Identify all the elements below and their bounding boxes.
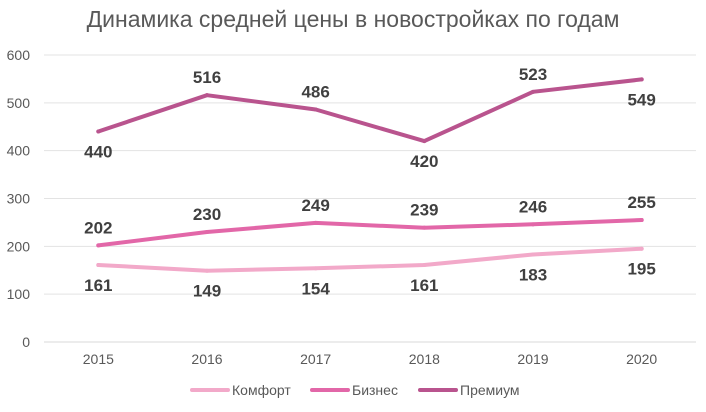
series-line-1 bbox=[96, 246, 644, 273]
data-label: 195 bbox=[627, 260, 655, 279]
data-label: 239 bbox=[410, 201, 438, 220]
data-label: 154 bbox=[301, 279, 330, 298]
y-tick-label: 400 bbox=[7, 143, 31, 159]
data-point bbox=[422, 139, 427, 144]
legend-label: Премиум bbox=[460, 382, 520, 398]
x-tick-label: 2015 bbox=[83, 351, 114, 367]
x-tick-label: 2016 bbox=[191, 351, 222, 367]
data-label: 249 bbox=[301, 196, 329, 215]
data-label: 183 bbox=[519, 265, 547, 284]
chart-title: Динамика средней цены в новостройках по … bbox=[86, 6, 620, 32]
y-tick-label: 600 bbox=[7, 47, 31, 63]
data-point bbox=[531, 222, 535, 227]
y-tick-label: 300 bbox=[7, 191, 31, 207]
data-point bbox=[313, 220, 318, 225]
data-label: 161 bbox=[84, 276, 112, 295]
data-point bbox=[96, 262, 101, 267]
y-tick-label: 200 bbox=[7, 238, 31, 254]
data-label: 149 bbox=[193, 282, 221, 301]
data-point bbox=[531, 252, 535, 257]
x-tick-label: 2017 bbox=[300, 351, 331, 367]
data-label: 202 bbox=[84, 218, 112, 237]
legend-label: Комфорт bbox=[232, 382, 291, 398]
data-label: 420 bbox=[410, 152, 438, 171]
data-point bbox=[313, 107, 318, 112]
data-point bbox=[205, 268, 209, 273]
data-label: 516 bbox=[193, 68, 221, 87]
x-tick-label: 2018 bbox=[409, 351, 440, 367]
data-label: 230 bbox=[193, 205, 221, 224]
legend-label: Бизнес bbox=[352, 382, 398, 398]
data-label: 523 bbox=[519, 65, 547, 84]
data-point bbox=[96, 129, 101, 134]
series-line-3 bbox=[96, 77, 644, 144]
data-label: 161 bbox=[410, 276, 438, 295]
data-label: 549 bbox=[627, 90, 655, 109]
data-label: 440 bbox=[84, 143, 112, 162]
data-point bbox=[531, 89, 535, 94]
data-point bbox=[422, 262, 427, 267]
y-tick-label: 100 bbox=[7, 286, 31, 302]
y-tick-label: 0 bbox=[22, 334, 30, 350]
x-tick-label: 2020 bbox=[626, 351, 657, 367]
data-point bbox=[639, 77, 644, 82]
data-point bbox=[639, 218, 644, 223]
data-point bbox=[205, 229, 209, 234]
data-label: 486 bbox=[301, 83, 329, 102]
data-point bbox=[96, 243, 101, 248]
data-point bbox=[205, 93, 209, 98]
data-point bbox=[422, 225, 427, 230]
data-point bbox=[639, 246, 644, 251]
data-point bbox=[313, 266, 318, 271]
x-tick-label: 2019 bbox=[517, 351, 548, 367]
data-label: 246 bbox=[519, 197, 547, 216]
y-tick-label: 500 bbox=[7, 95, 31, 111]
data-label: 255 bbox=[627, 193, 655, 212]
series-line-2 bbox=[96, 218, 644, 248]
